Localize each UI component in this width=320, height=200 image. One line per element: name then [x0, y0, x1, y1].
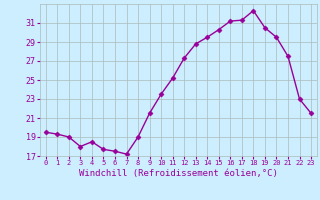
X-axis label: Windchill (Refroidissement éolien,°C): Windchill (Refroidissement éolien,°C): [79, 169, 278, 178]
